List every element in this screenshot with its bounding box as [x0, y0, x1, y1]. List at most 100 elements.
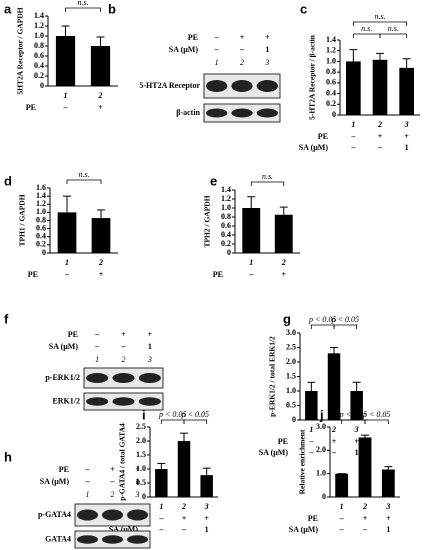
x-tick-label: 2 [281, 258, 286, 267]
x-tick-label: 3 [204, 502, 209, 511]
blot-band [206, 80, 228, 92]
panel-letter: g [283, 311, 291, 326]
bar [399, 67, 414, 115]
y-axis-label: TPH1 / GAPDH [18, 194, 27, 246]
band-label: β-actin [176, 108, 200, 117]
y-tick-label: 0.8 [221, 212, 231, 221]
condition-value: – [248, 270, 254, 279]
bar [305, 391, 318, 420]
x-tick-label: 2 [377, 120, 382, 129]
significance-label: n.s. [361, 24, 372, 33]
y-tick-label: 0.4 [326, 88, 336, 97]
condition-name: PE [28, 270, 38, 279]
condition-value: – [85, 477, 91, 486]
y-tick-label: 1.4 [34, 11, 44, 20]
bar [358, 437, 372, 497]
y-tick-label: 1.0 [316, 468, 326, 477]
panel-letter: c [300, 1, 307, 16]
condition-value: – [63, 103, 69, 112]
y-tick-label: 0 [322, 492, 326, 501]
y-tick-label: 0.8 [36, 215, 46, 224]
bar [177, 441, 191, 497]
y-tick-label: 1.0 [34, 31, 44, 40]
condition-value: – [308, 448, 314, 457]
blot-band [206, 108, 228, 118]
condition-value: + [265, 33, 270, 42]
condition-value: – [339, 525, 345, 534]
y-tick-label: 1.2 [36, 199, 46, 208]
y-tick-label: 1.4 [221, 185, 231, 194]
bar [57, 212, 77, 253]
condition-value: – [158, 514, 164, 523]
x-tick-label: 1 [309, 425, 313, 434]
y-axis-label: 5-HT2A Receptor / β-actin [308, 34, 317, 120]
bar [274, 214, 293, 253]
bar [55, 36, 76, 86]
significance-label: n.s. [262, 172, 273, 181]
condition-name: PE [68, 330, 78, 339]
condition-name: PE [59, 465, 69, 474]
lane-number: 1 [215, 58, 219, 67]
condition-value: + [240, 33, 245, 42]
y-tick-label: 3.0 [286, 328, 296, 337]
y-axis-label: TPH2 / GAPDH [203, 195, 212, 247]
blot-band [77, 509, 98, 521]
significance-label: p < 0.05 [362, 410, 390, 419]
lane-number: 1 [95, 355, 99, 364]
bar [335, 473, 349, 497]
x-tick-label: 3 [354, 425, 359, 434]
condition-value: – [110, 477, 116, 486]
condition-value: + [281, 270, 286, 279]
blot-band [102, 509, 123, 521]
significance-label: p < 0.05 [339, 410, 367, 419]
y-tick-label: 1.2 [34, 21, 44, 30]
x-tick-label: 1 [64, 91, 68, 100]
x-tick-label: 2 [331, 425, 336, 434]
y-tick-label: 0.6 [36, 223, 46, 232]
condition-value: 1 [205, 525, 209, 534]
significance-label: p < 0.05 [158, 410, 186, 419]
band-label: ERK1/2 [52, 396, 80, 405]
condition-value: – [85, 465, 91, 474]
x-tick-label: 1 [65, 258, 69, 267]
condition-value: + [182, 514, 187, 523]
condition-value: 1 [265, 45, 269, 54]
y-axis-label: p-ERK1/2 / total ERK1/2 [268, 336, 277, 417]
x-tick-label: 1 [340, 502, 344, 511]
lane-number: 3 [264, 58, 269, 67]
condition-value: 1 [136, 477, 140, 486]
condition-name: SA (μM) [299, 143, 329, 152]
condition-name: SA (μM) [40, 477, 70, 486]
bar [242, 208, 261, 253]
blot-band [102, 535, 123, 544]
y-tick-label: 0 [40, 81, 44, 90]
y-tick-label: 3.0 [316, 422, 326, 431]
y-tick-label: 0.8 [326, 67, 336, 76]
bar [350, 391, 363, 420]
y-tick-label: 0.4 [36, 232, 46, 241]
significance-bracket [310, 324, 335, 329]
y-tick-label: 0 [332, 110, 336, 119]
blot-band [231, 80, 253, 92]
condition-name: PE [26, 103, 36, 112]
condition-name: SA (μM) [169, 45, 199, 54]
blot-band [256, 108, 278, 118]
x-tick-label: 2 [98, 91, 103, 100]
significance-label: n.s. [77, 0, 88, 7]
y-tick-label: 0.2 [221, 239, 231, 248]
band-label: 5-HT2A Receptor [139, 81, 200, 90]
y-tick-label: 1.0 [286, 386, 296, 395]
condition-value: – [239, 45, 245, 54]
condition-value: + [110, 465, 115, 474]
significance-label: n.s. [388, 24, 399, 33]
y-tick-label: 0 [142, 492, 146, 501]
blot-band [138, 373, 161, 383]
panel-letter: f [4, 311, 9, 326]
condition-value: – [158, 525, 164, 534]
x-tick-label: 1 [351, 120, 355, 129]
band-label: p-ERK1/2 [45, 373, 80, 382]
y-tick-label: 0.4 [221, 230, 231, 239]
x-tick-label: 2 [98, 258, 103, 267]
band-label: p-GATA4 [38, 510, 71, 519]
bar [381, 469, 395, 497]
